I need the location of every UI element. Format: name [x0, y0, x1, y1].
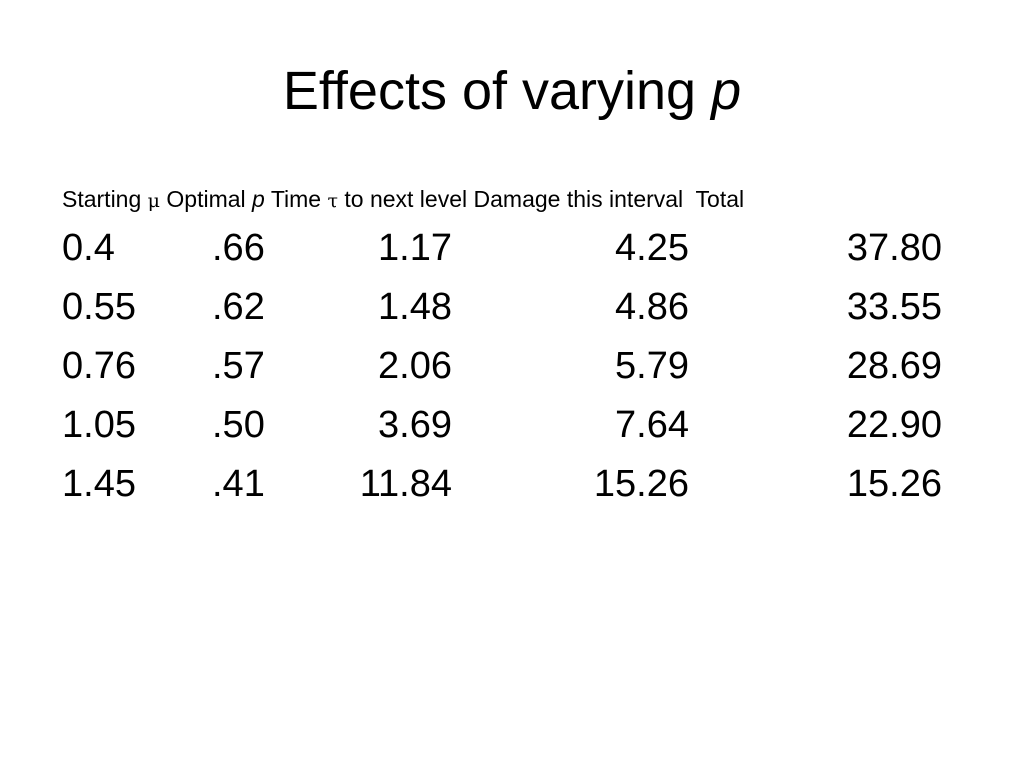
cell-total: 22.90 [846, 404, 942, 446]
cell-total: 37.80 [846, 227, 942, 269]
mu-symbol: μ [147, 190, 161, 212]
cell-total: 33.55 [846, 286, 942, 328]
cell-time-tau: 2.06 [378, 345, 452, 387]
tau-symbol: τ [327, 190, 338, 212]
cell-damage: 4.86 [615, 286, 689, 328]
cell-damage: 7.64 [615, 404, 689, 446]
slide-title: Effects of varying p [0, 58, 1024, 124]
cell-optimal-p: .66 [212, 227, 265, 269]
table-row: 0.4 .66 1.17 4.25 37.80 [0, 226, 1024, 270]
cell-optimal-p: .62 [212, 286, 265, 328]
header-optimal-variable: p [252, 186, 265, 212]
cell-optimal-p: .41 [212, 463, 265, 505]
header-optimal: Optimal [160, 186, 253, 212]
cell-time-tau: 11.84 [359, 463, 452, 505]
cell-time-tau: 3.69 [378, 404, 452, 446]
cell-damage: 4.25 [615, 227, 689, 269]
cell-starting-mu: 0.55 [62, 286, 136, 328]
table-row: 0.55 .62 1.48 4.86 33.55 [0, 285, 1024, 329]
slide-title-text: Effects of varying [282, 61, 712, 121]
cell-optimal-p: .50 [212, 404, 265, 446]
cell-starting-mu: 1.05 [62, 404, 136, 446]
cell-starting-mu: 0.76 [62, 345, 136, 387]
table-header: Starting μ Optimal p Time τ to next leve… [62, 184, 744, 216]
header-time: Time [264, 186, 328, 212]
cell-starting-mu: 0.4 [62, 227, 115, 269]
header-starting: Starting [62, 186, 148, 212]
slide-title-variable: p [711, 61, 742, 121]
header-damage: Damage this interval [467, 186, 684, 212]
table-row: 0.76 .57 2.06 5.79 28.69 [0, 344, 1024, 388]
cell-damage: 15.26 [593, 463, 689, 505]
cell-optimal-p: .57 [212, 345, 265, 387]
header-total: Total [683, 186, 745, 212]
cell-starting-mu: 1.45 [62, 463, 136, 505]
cell-time-tau: 1.17 [378, 227, 452, 269]
table-row: 1.45 .41 11.84 15.26 15.26 [0, 462, 1024, 506]
cell-damage: 5.79 [615, 345, 689, 387]
cell-time-tau: 1.48 [378, 286, 452, 328]
table-row: 1.05 .50 3.69 7.64 22.90 [0, 403, 1024, 447]
cell-total: 28.69 [846, 345, 942, 387]
header-time-rest: to next level [337, 186, 468, 212]
cell-total: 15.26 [846, 463, 942, 505]
